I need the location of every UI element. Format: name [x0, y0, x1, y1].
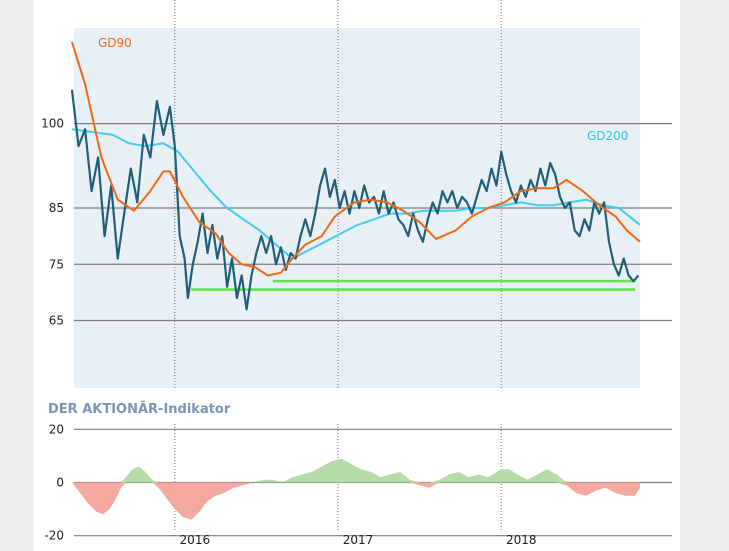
- indicator-y-tick-label: -20: [44, 529, 64, 543]
- indicator-y-tick-labels: 20 0 -20: [44, 422, 64, 542]
- indicator-y-tick-label: 20: [49, 422, 64, 436]
- x-tick-label: 2016: [180, 533, 211, 547]
- support-lines: [191, 279, 636, 291]
- price-plot: 100 85 75 65 GD90 GD200: [41, 0, 672, 388]
- indicator-area: [72, 458, 640, 520]
- price-series-lines: [70, 41, 641, 311]
- indicator-negative-area: [72, 482, 640, 520]
- indicator-y-tick-label: 0: [56, 476, 64, 490]
- price-y-tick-label: 100: [41, 117, 64, 131]
- gd200-label: GD200: [587, 129, 628, 143]
- indicator-x-tick-labels: 2016 2017 2018: [180, 533, 537, 547]
- price-y-tick-label: 85: [49, 201, 64, 215]
- indicator-title: DER AKTIONĀR-Indikator: [48, 402, 231, 417]
- x-tick-label: 2017: [343, 533, 374, 547]
- price-y-gridlines: [74, 123, 672, 322]
- gd90-label: GD90: [98, 36, 132, 50]
- indicator-plot: 20 0 -20 2016 2017 2018: [44, 422, 672, 547]
- price-line: [70, 89, 640, 311]
- price-y-tick-labels: 100 85 75 65: [41, 117, 64, 328]
- indicator-positive-area: [72, 458, 640, 483]
- x-tick-label: 2018: [506, 533, 537, 547]
- price-y-tick-label: 75: [49, 257, 64, 271]
- price-y-tick-label: 65: [49, 314, 64, 328]
- gd90-line: [71, 41, 641, 277]
- gd200-line: [71, 128, 641, 260]
